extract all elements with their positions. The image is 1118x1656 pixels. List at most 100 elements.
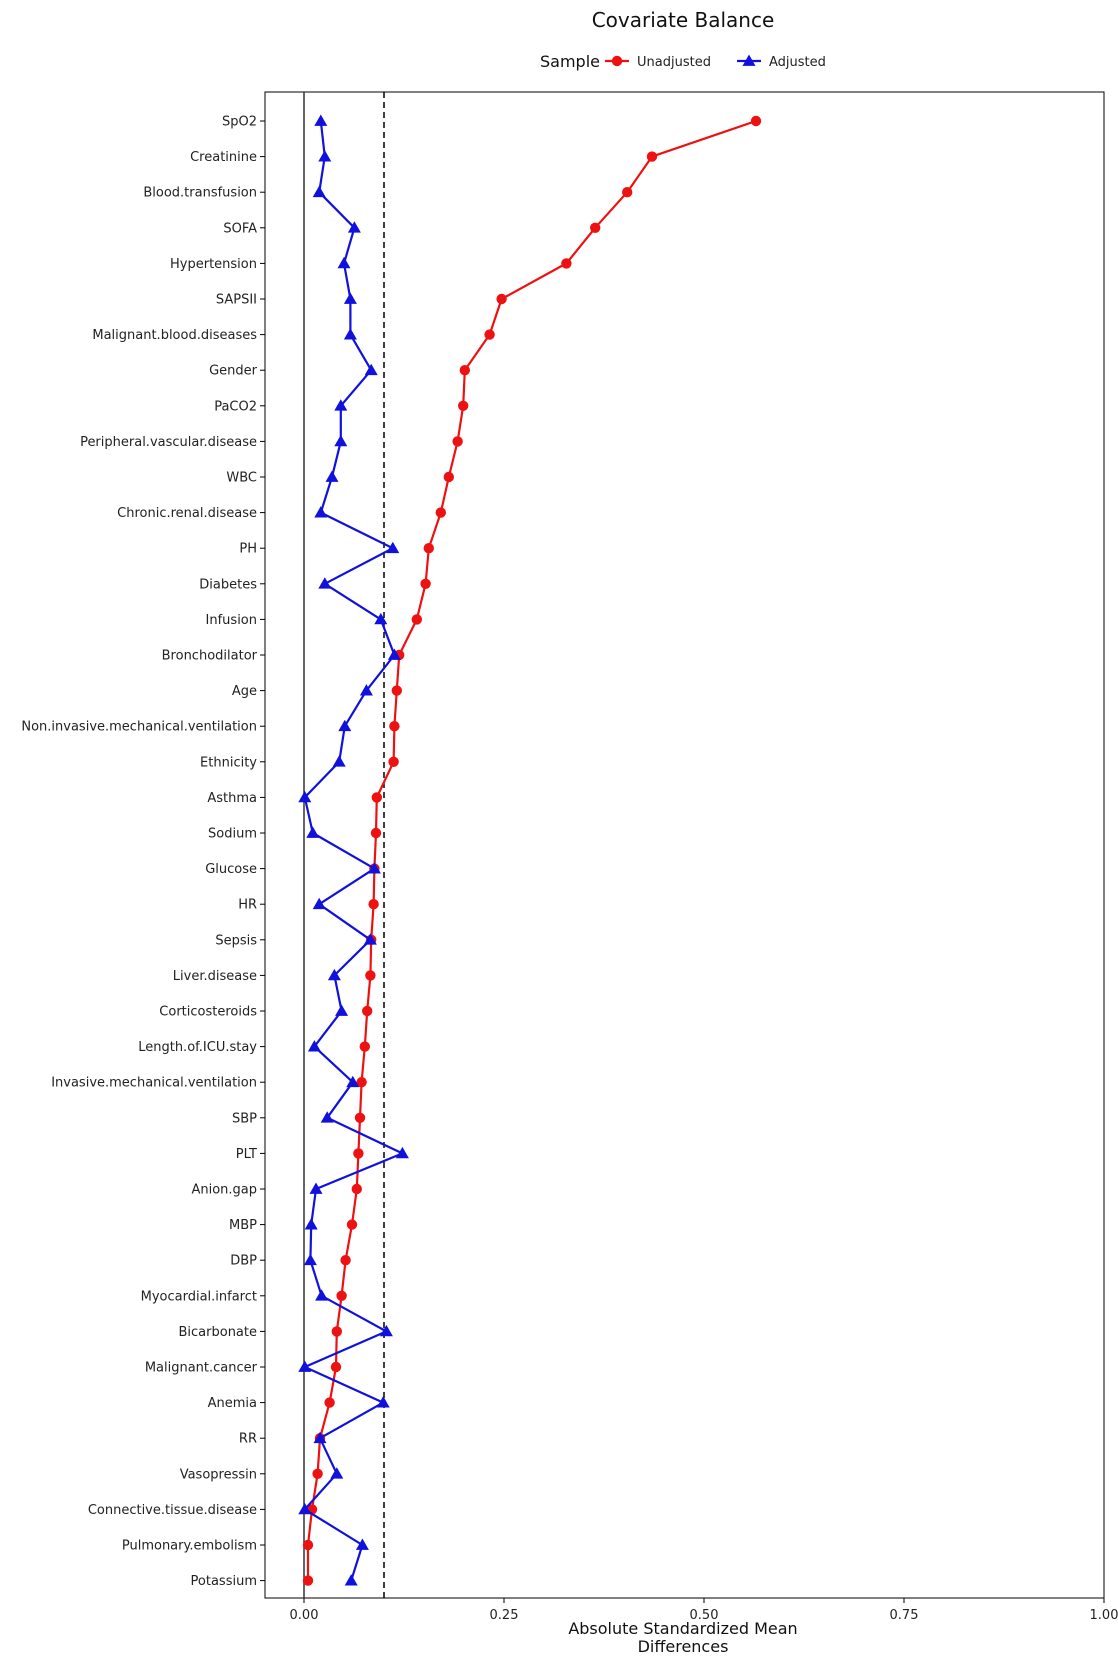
plot-frame (265, 92, 1104, 1598)
x-tick-label: 0.75 (890, 1608, 919, 1623)
y-tick-label: Anion.gap (191, 1183, 257, 1198)
adjusted-point (314, 115, 327, 126)
y-tick-label: Diabetes (199, 577, 257, 592)
series-layer (298, 115, 761, 1586)
y-tick-label: Asthma (207, 791, 257, 806)
y-tick-label: Creatinine (190, 150, 257, 165)
unadjusted-point (331, 1362, 341, 1372)
unadjusted-point (336, 1291, 346, 1301)
chart-title: Covariate Balance (592, 8, 775, 32)
x-axis-title-line-2: Differences (638, 1637, 729, 1656)
unadjusted-point (353, 1148, 363, 1158)
adjusted-point (377, 1396, 390, 1407)
adjusted-point (334, 435, 347, 446)
unadjusted-point (647, 151, 657, 161)
y-tick-label: HR (238, 898, 257, 913)
y-tick-label: Glucose (205, 862, 257, 877)
unadjusted-point (368, 899, 378, 909)
unadjusted-point (352, 1184, 362, 1194)
y-tick-label: Potassium (191, 1574, 257, 1589)
y-tick-label: SAPSII (216, 293, 257, 308)
unadjusted-point (622, 187, 632, 197)
adjusted-point (338, 257, 351, 268)
unadjusted-point (365, 970, 375, 980)
adjusted-point (344, 293, 357, 304)
unadjusted-point (332, 1326, 342, 1336)
y-tick-label: Liver.disease (173, 969, 257, 984)
y-tick-label: PLT (236, 1147, 257, 1162)
y-tick-label: Peripheral.vascular.disease (80, 435, 257, 450)
legend-item-unadjusted: Unadjusted (605, 55, 711, 70)
unadjusted-point (484, 329, 494, 339)
legend-item-adjusted: Adjusted (737, 55, 826, 71)
unadjusted-point (347, 1219, 357, 1229)
adjusted-line (305, 121, 403, 1581)
adjusted-point (315, 1289, 328, 1300)
y-tick-label: WBC (226, 471, 257, 486)
y-tick-label: Connective.tissue.disease (88, 1503, 257, 1518)
adjusted-point (338, 720, 351, 731)
legend-label: Adjusted (769, 55, 826, 70)
y-tick-label: Bronchodilator (162, 649, 258, 664)
adjusted-point (374, 613, 387, 624)
unadjusted-point (436, 507, 446, 517)
unadjusted-point (412, 614, 422, 624)
unadjusted-point (312, 1469, 322, 1479)
y-tick-label: Age (232, 684, 257, 699)
y-tick-label: Blood.transfusion (143, 186, 257, 201)
adjusted-point (333, 755, 346, 766)
legend-marker (612, 56, 622, 66)
adjusted-point (313, 186, 326, 197)
unadjusted-point (355, 1113, 365, 1123)
y-tick-label: Pulmonary.embolism (122, 1539, 257, 1554)
legend: Sample Unadjusted Adjusted (540, 52, 826, 71)
adjusted-point (314, 506, 327, 517)
y-tick-label: Chronic.renal.disease (117, 506, 257, 521)
y-tick-label: DBP (230, 1254, 257, 1269)
adjusted-point (304, 1254, 317, 1265)
adjusted-point (318, 577, 331, 588)
adjusted-point (318, 150, 331, 161)
adjusted-point (330, 1467, 343, 1478)
y-tick-label: Bicarbonate (179, 1325, 258, 1340)
unadjusted-point (340, 1255, 350, 1265)
series-unadjusted (303, 116, 761, 1586)
y-tick-label: RR (239, 1432, 257, 1447)
y-tick-label: Corticosteroids (159, 1005, 257, 1020)
y-tick-label: PaCO2 (214, 399, 257, 414)
y-tick-label: SpO2 (222, 115, 257, 130)
adjusted-point (345, 1574, 358, 1585)
unadjusted-point (303, 1575, 313, 1585)
y-tick-label: Non.invasive.mechanical.ventilation (21, 720, 257, 735)
adjusted-point (335, 1005, 348, 1016)
y-tick-label: Length.of.ICU.stay (138, 1040, 257, 1055)
y-tick-label: Hypertension (170, 257, 257, 272)
legend-title: Sample (540, 52, 600, 71)
legend-label: Unadjusted (637, 55, 711, 70)
unadjusted-point (452, 436, 462, 446)
y-tick-label: Malignant.blood.diseases (92, 328, 257, 343)
y-tick-label: Ethnicity (200, 755, 257, 770)
unadjusted-point (371, 828, 381, 838)
y-tick-label: Invasive.mechanical.ventilation (51, 1076, 257, 1091)
unadjusted-point (360, 1041, 370, 1051)
unadjusted-point (303, 1540, 313, 1550)
y-tick-label: MBP (229, 1218, 257, 1233)
y-tick-label: Sodium (208, 827, 257, 842)
x-tick-label: 0.25 (490, 1608, 519, 1623)
unadjusted-point (751, 116, 761, 126)
unadjusted-line (308, 121, 756, 1581)
unadjusted-point (389, 721, 399, 731)
unadjusted-point (388, 757, 398, 767)
y-tick-label: SOFA (223, 221, 257, 236)
x-tick-label: 0.00 (290, 1608, 319, 1623)
y-axis: SpO2 Creatinine Blood.transfusion SOFA Hyper… (21, 115, 265, 1590)
y-tick-label: Infusion (206, 613, 257, 628)
adjusted-point (344, 328, 357, 339)
y-tick-label: Sepsis (215, 933, 257, 948)
unadjusted-point (458, 401, 468, 411)
unadjusted-point (362, 1006, 372, 1016)
adjusted-point (396, 1147, 409, 1158)
x-axis-title-line-1: Absolute Standardized Mean (568, 1619, 797, 1638)
y-tick-label: Malignant.cancer (145, 1361, 258, 1376)
